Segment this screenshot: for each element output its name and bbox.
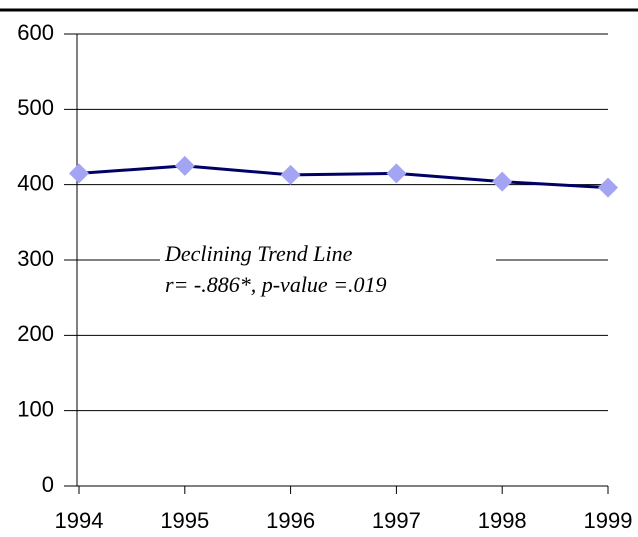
data-point (492, 171, 513, 192)
x-tick-label: 1996 (266, 508, 315, 533)
y-tick-label: 400 (17, 170, 54, 195)
y-tick-label: 600 (17, 20, 54, 45)
data-point (598, 177, 618, 198)
x-tick-label: 1999 (584, 508, 633, 533)
data-point (69, 163, 89, 184)
x-tick-label: 1995 (160, 508, 209, 533)
y-tick-label: 200 (17, 321, 54, 346)
y-tick-label: 100 (17, 396, 54, 421)
y-tick-label: 500 (17, 95, 54, 120)
data-point (280, 164, 301, 185)
annotation-box (160, 236, 496, 306)
series-line (78, 164, 609, 190)
x-tick-label: 1994 (55, 508, 104, 533)
y-tick-label: 0 (42, 472, 54, 497)
x-tick-label: 1997 (372, 508, 421, 533)
annotation: r= -.886*, p-value =.019 (165, 272, 387, 297)
y-tick-label: 300 (17, 246, 54, 271)
annotation: Declining Trend Line (164, 241, 353, 266)
data-point (174, 155, 195, 176)
data-point (386, 163, 407, 184)
x-tick-label: 1998 (478, 508, 527, 533)
